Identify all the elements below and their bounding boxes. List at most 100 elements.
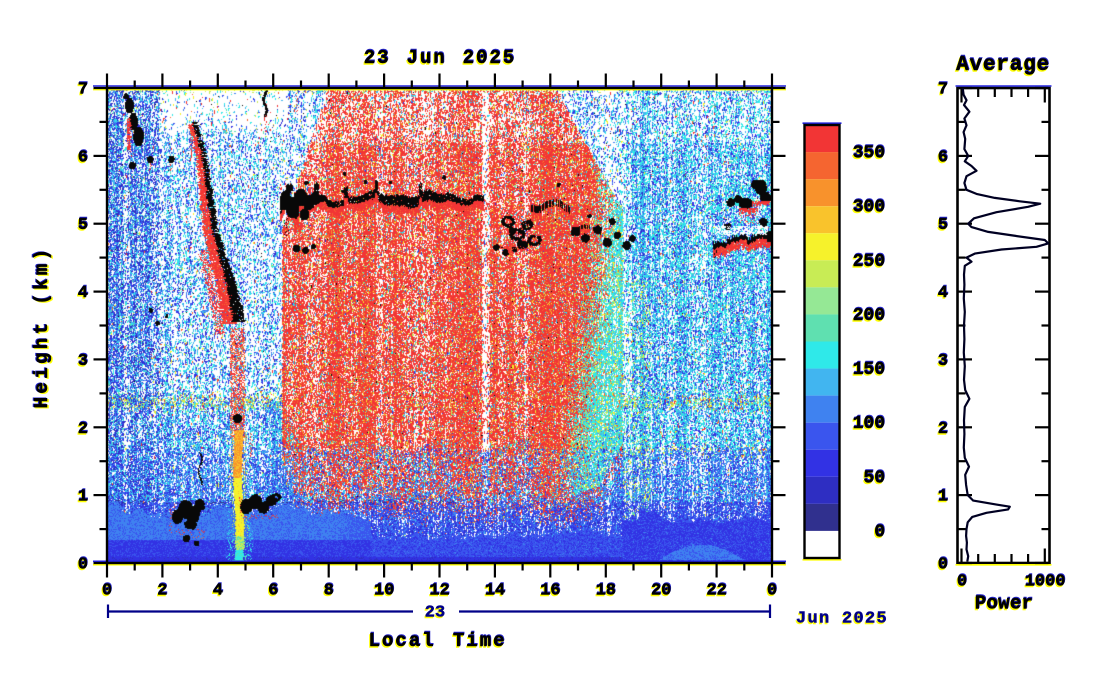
svg-text:5: 5	[77, 218, 87, 237]
svg-text:0: 0	[957, 572, 967, 591]
svg-text:4: 4	[938, 284, 948, 303]
svg-text:0: 0	[78, 555, 88, 574]
svg-text:Height (km): Height (km)	[30, 245, 52, 408]
svg-text:Average: Average	[956, 54, 1050, 77]
svg-text:0: 0	[874, 522, 885, 542]
svg-text:14: 14	[485, 581, 505, 600]
svg-text:Local Time: Local Time	[369, 629, 507, 651]
svg-text:8: 8	[324, 581, 334, 600]
svg-text:6: 6	[267, 583, 277, 602]
svg-text:22: 22	[705, 583, 725, 602]
svg-text:18: 18	[596, 582, 616, 601]
svg-text:50: 50	[863, 468, 885, 488]
svg-text:18: 18	[596, 581, 616, 600]
svg-text:Height (km): Height (km)	[33, 247, 55, 410]
svg-text:200: 200	[852, 307, 884, 327]
svg-text:100: 100	[853, 414, 885, 434]
svg-text:4: 4	[78, 284, 88, 303]
svg-text:1: 1	[78, 488, 88, 507]
svg-text:Jun 2025: Jun 2025	[796, 610, 888, 629]
svg-text:5: 5	[78, 215, 88, 234]
svg-text:150: 150	[853, 360, 885, 380]
svg-text:1: 1	[78, 487, 88, 506]
svg-text:23 Jun 2025: 23 Jun 2025	[364, 47, 516, 69]
svg-text:1000: 1000	[1024, 574, 1065, 593]
svg-text:Power: Power	[975, 592, 1034, 614]
svg-text:3: 3	[78, 352, 88, 371]
svg-text:4: 4	[213, 582, 223, 601]
svg-text:2: 2	[77, 421, 87, 440]
svg-text:20: 20	[651, 581, 671, 600]
svg-text:Jun 2025: Jun 2025	[795, 611, 887, 630]
svg-text:100: 100	[852, 416, 884, 436]
svg-text:3: 3	[937, 353, 947, 372]
svg-text:6: 6	[938, 148, 948, 167]
svg-text:5: 5	[78, 216, 88, 235]
svg-text:50: 50	[862, 470, 884, 490]
svg-text:22: 22	[706, 582, 726, 601]
svg-text:7: 7	[78, 81, 88, 100]
svg-text:2: 2	[78, 419, 88, 438]
svg-text:0: 0	[767, 581, 777, 600]
svg-text:200: 200	[853, 305, 885, 325]
svg-text:7: 7	[78, 80, 88, 99]
svg-text:4: 4	[77, 286, 87, 305]
svg-text:1: 1	[938, 487, 948, 506]
svg-text:Local Time: Local Time	[367, 632, 505, 654]
svg-text:23: 23	[424, 605, 444, 624]
svg-text:2: 2	[156, 583, 166, 602]
svg-text:18: 18	[595, 583, 615, 602]
svg-text:10: 10	[374, 582, 394, 601]
svg-text:4: 4	[212, 583, 222, 602]
svg-text:6: 6	[78, 147, 88, 166]
svg-text:6: 6	[937, 150, 947, 169]
svg-text:23 Jun 2025: 23 Jun 2025	[363, 49, 515, 71]
svg-text:0: 0	[77, 557, 87, 576]
svg-text:0: 0	[937, 557, 947, 576]
svg-text:0: 0	[956, 574, 966, 593]
svg-text:0: 0	[766, 583, 776, 602]
svg-text:1000: 1000	[1025, 572, 1066, 591]
svg-text:0: 0	[938, 555, 948, 574]
svg-text:4: 4	[937, 286, 947, 305]
svg-text:Power: Power	[975, 593, 1034, 615]
svg-text:20: 20	[650, 583, 670, 602]
svg-text:4: 4	[78, 283, 88, 302]
svg-text:7: 7	[77, 82, 87, 101]
svg-text:0: 0	[938, 556, 948, 575]
svg-text:2: 2	[157, 582, 167, 601]
svg-text:4: 4	[938, 283, 948, 302]
svg-text:12: 12	[430, 581, 450, 600]
svg-text:150: 150	[852, 362, 884, 382]
svg-text:4: 4	[213, 581, 223, 600]
svg-text:250: 250	[852, 253, 884, 273]
svg-text:50: 50	[864, 467, 886, 487]
svg-text:Local Time: Local Time	[368, 630, 506, 652]
svg-text:12: 12	[428, 583, 448, 602]
svg-text:2: 2	[938, 419, 948, 438]
svg-text:22: 22	[707, 581, 727, 600]
svg-text:0: 0	[101, 583, 111, 602]
svg-text:2: 2	[158, 581, 168, 600]
svg-text:100: 100	[853, 413, 885, 433]
svg-text:0: 0	[767, 582, 777, 601]
svg-text:0: 0	[78, 556, 88, 575]
svg-text:23 Jun 2025: 23 Jun 2025	[364, 46, 516, 68]
svg-text:5: 5	[938, 215, 948, 234]
svg-text:350: 350	[853, 144, 885, 164]
svg-text:0: 0	[102, 582, 112, 601]
svg-text:3: 3	[938, 352, 948, 371]
svg-text:250: 250	[853, 252, 885, 272]
svg-text:1: 1	[938, 488, 948, 507]
svg-text:7: 7	[938, 80, 948, 99]
svg-text:20: 20	[651, 582, 671, 601]
svg-text:6: 6	[78, 148, 88, 167]
svg-text:6: 6	[268, 582, 278, 601]
svg-text:5: 5	[937, 218, 947, 237]
svg-text:3: 3	[78, 351, 88, 370]
svg-text:3: 3	[938, 351, 948, 370]
svg-text:Height (km): Height (km)	[31, 246, 53, 409]
svg-text:14: 14	[484, 583, 504, 602]
svg-text:16: 16	[540, 582, 560, 601]
svg-text:3: 3	[77, 353, 87, 372]
